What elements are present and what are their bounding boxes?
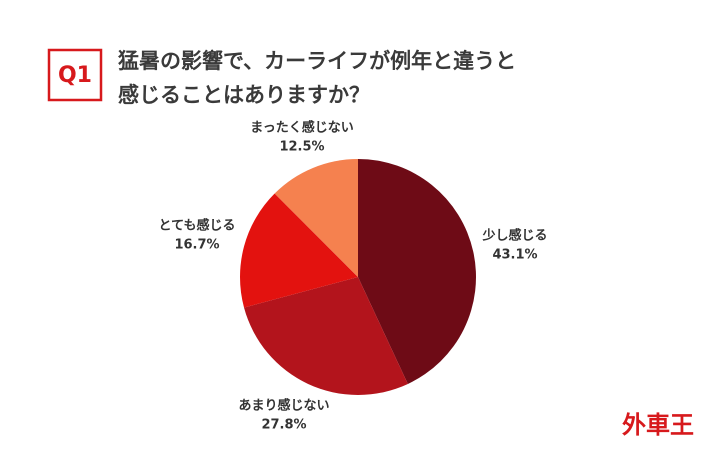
value-label: 12.5% <box>279 140 324 155</box>
slice-label: まったく感じない <box>250 120 353 136</box>
logo: 外車王 <box>622 411 694 439</box>
value-label: 27.8% <box>261 418 306 433</box>
badge-box <box>47 48 103 102</box>
badge: Q1 <box>58 63 92 88</box>
chart-title: 猛暑の影響で、カーライフが例年と違うと <box>117 49 516 73</box>
pie-slice <box>239 193 358 308</box>
pie-slice <box>358 159 476 384</box>
pie-slice <box>274 159 358 277</box>
slice-label: 少し感じる <box>481 228 547 244</box>
pie-slice <box>244 277 408 395</box>
chart-title: 感じることはありますか？ <box>118 83 370 107</box>
slice-label: とても感じる <box>159 218 236 234</box>
value-label: 43.1% <box>492 248 537 263</box>
slice-label: あまり感じない <box>238 398 329 414</box>
value-label: 16.7% <box>174 238 219 253</box>
